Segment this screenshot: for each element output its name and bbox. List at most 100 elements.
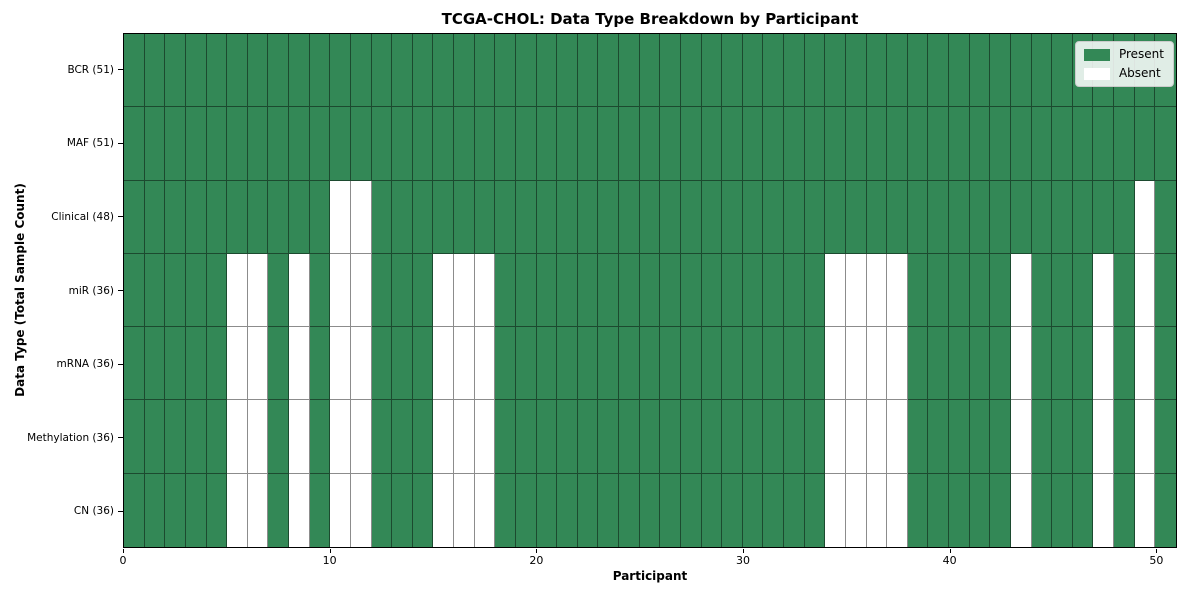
heatmap-cell: [495, 400, 516, 474]
heatmap-cell: [1031, 473, 1053, 547]
heatmap-cell: [124, 400, 145, 474]
heatmap-cell: [1114, 107, 1135, 181]
heatmap-cell: [392, 34, 413, 108]
heatmap-cell: [969, 253, 991, 328]
heatmap-cell: [1010, 400, 1032, 474]
legend-label-present: Present: [1118, 47, 1164, 61]
heatmap-cell: [577, 253, 599, 328]
heatmap-cell: [1031, 180, 1053, 254]
heatmap-cell: [825, 473, 846, 547]
heatmap-cell: [722, 180, 743, 254]
heatmap-cell: [474, 400, 496, 474]
heatmap-cell: [1010, 180, 1032, 254]
heatmap-cell: [866, 180, 888, 254]
heatmap-cell: [392, 327, 413, 401]
heatmap-cell: [1031, 107, 1053, 181]
heatmap-cell: [557, 253, 578, 328]
heatmap-cell: [289, 253, 310, 328]
heatmap-cell: [268, 107, 290, 181]
heatmap-cell: [928, 107, 950, 181]
heatmap-cell: [887, 400, 908, 474]
heatmap-cell: [371, 327, 393, 401]
heatmap-cell: [804, 107, 826, 181]
heatmap-cell: [619, 180, 640, 254]
heatmap-cell: [598, 34, 620, 108]
heatmap-cell: [639, 253, 661, 328]
heatmap-cell: [928, 34, 950, 108]
heatmap-cell: [784, 180, 805, 254]
heatmap-cell: [990, 107, 1011, 181]
x-tick-mark: [1156, 549, 1158, 553]
heatmap-cell: [990, 34, 1011, 108]
heatmap-cell: [268, 473, 290, 547]
heatmap-cell: [185, 400, 207, 474]
heatmap-cell: [660, 34, 681, 108]
heatmap-cell: [680, 327, 702, 401]
heatmap-cell: [742, 34, 764, 108]
heatmap-cell: [227, 400, 248, 474]
heatmap-cell: [742, 180, 764, 254]
heatmap-cell: [474, 34, 496, 108]
x-tick-mark: [123, 549, 124, 553]
heatmap-cell: [1010, 473, 1032, 547]
heatmap-cell: [928, 400, 950, 474]
heatmap-cell: [350, 327, 372, 401]
heatmap-cell: [742, 473, 764, 547]
y-tick-label: MAF (51): [66, 137, 114, 150]
heatmap-cell: [577, 327, 599, 401]
heatmap-cell: [206, 107, 228, 181]
heatmap-cell: [165, 253, 186, 328]
heatmap-cell: [866, 327, 888, 401]
heatmap-cell: [701, 180, 723, 254]
heatmap-cell: [1072, 180, 1094, 254]
heatmap-cell: [825, 107, 846, 181]
heatmap-cell: [784, 107, 805, 181]
heatmap-cell: [227, 327, 248, 401]
heatmap-cell: [185, 180, 207, 254]
present-swatch-icon: [1083, 48, 1110, 61]
heatmap-cell: [804, 253, 826, 328]
x-tick-label: 50: [1149, 554, 1164, 567]
heatmap-cell: [887, 34, 908, 108]
heatmap-cell: [495, 180, 516, 254]
heatmap-cell: [1114, 180, 1135, 254]
x-tick-label: 10: [322, 554, 337, 567]
heatmap-cell: [701, 327, 723, 401]
y-tick-label: mRNA (36): [56, 358, 114, 371]
heatmap-cell: [144, 253, 166, 328]
heatmap-cell: [144, 34, 166, 108]
heatmap-cell: [557, 34, 578, 108]
x-tick-mark: [949, 549, 951, 553]
heatmap-cell: [1155, 107, 1176, 181]
heatmap-cell: [577, 473, 599, 547]
heatmap-cell: [660, 327, 681, 401]
heatmap-cell: [598, 180, 620, 254]
heatmap-cell: [124, 327, 145, 401]
heatmap-cell: [742, 327, 764, 401]
heatmap-cell: [454, 473, 475, 547]
heatmap-cell: [330, 327, 351, 401]
heatmap-cell: [1134, 253, 1156, 328]
heatmap-cell: [454, 34, 475, 108]
heatmap-cell: [289, 180, 310, 254]
heatmap-cell: [1155, 327, 1176, 401]
heatmap-cell: [866, 473, 888, 547]
heatmap-cell: [949, 180, 970, 254]
heatmap-cell: [990, 473, 1011, 547]
heatmap-cell: [949, 253, 970, 328]
heatmap-cell: [165, 34, 186, 108]
heatmap-cell: [247, 253, 269, 328]
heatmap-cell: [619, 327, 640, 401]
heatmap-cell: [1052, 34, 1073, 108]
heatmap-cell: [165, 400, 186, 474]
heatmap-cell: [247, 473, 269, 547]
heatmap-cell: [536, 253, 558, 328]
heatmap-cell: [845, 253, 867, 328]
x-tick-mark: [329, 549, 331, 553]
heatmap-cell: [1031, 327, 1053, 401]
heatmap-cell: [907, 107, 929, 181]
heatmap-cell: [1072, 107, 1094, 181]
heatmap-cell: [1093, 327, 1115, 401]
heatmap-cell: [969, 327, 991, 401]
heatmap-cell: [536, 400, 558, 474]
